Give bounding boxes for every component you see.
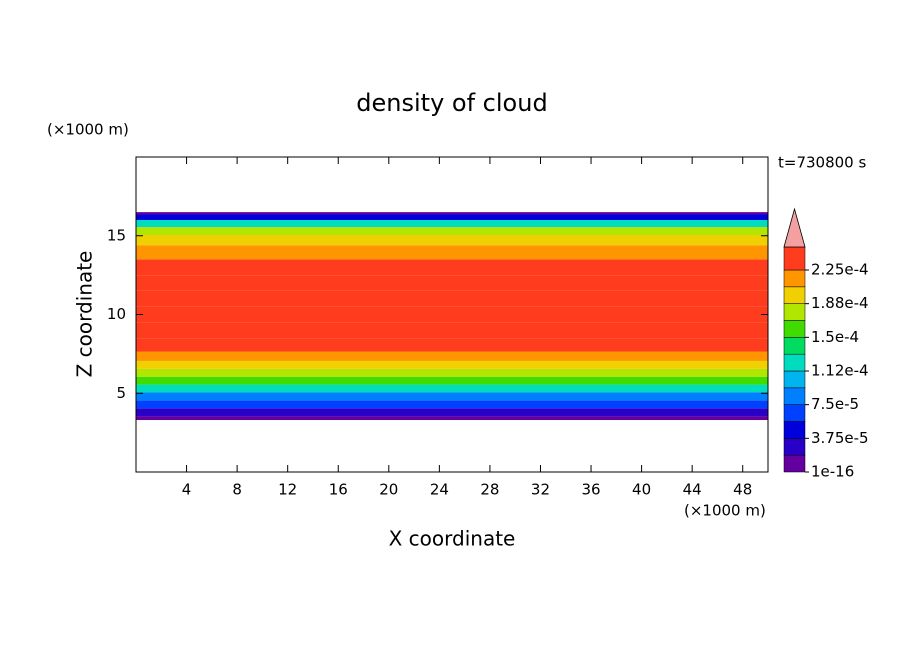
density-band — [136, 408, 768, 417]
density-band — [136, 234, 768, 246]
density-band — [136, 338, 768, 352]
colorbar-swatch — [783, 269, 806, 288]
density-band — [136, 290, 768, 307]
x-tick-label: 20 — [379, 481, 398, 499]
density-band — [136, 400, 768, 409]
colorbar-swatch — [783, 320, 806, 338]
colorbar-label: 1.88e-4 — [811, 294, 869, 312]
colorbar-swatch — [783, 454, 806, 473]
chart-title: density of cloud — [356, 89, 547, 117]
x-tick-label: 36 — [581, 481, 600, 499]
colorbar-swatch — [783, 286, 806, 304]
density-band — [136, 360, 768, 369]
y-tick-label: 15 — [107, 226, 126, 244]
x-tick-label: 4 — [182, 481, 192, 499]
x-tick-label: 28 — [480, 481, 499, 499]
colorbar-label: 1.12e-4 — [811, 362, 869, 380]
y-unit: (×1000 m) — [47, 121, 129, 139]
colorbar-swatch — [783, 303, 806, 321]
colorbar-label: 3.75e-5 — [811, 429, 869, 447]
colorbar-swatch — [783, 404, 806, 422]
colorbar-extend — [783, 207, 806, 248]
field — [136, 212, 768, 421]
x-tick-label: 16 — [329, 481, 348, 499]
density-band — [136, 227, 768, 235]
density-band — [136, 275, 768, 291]
density-band — [136, 384, 768, 393]
x-unit: (×1000 m) — [684, 502, 766, 520]
colorbar-swatch — [783, 387, 806, 405]
x-tick-label: 48 — [733, 481, 752, 499]
x-tick-label: 24 — [430, 481, 449, 499]
colorbar-label: 1e-16 — [811, 463, 854, 481]
x-tick-label: 8 — [232, 481, 242, 499]
density-band — [136, 392, 768, 401]
x-tick-label: 12 — [278, 481, 297, 499]
y-axis-title: Z coordinate — [73, 251, 97, 378]
x-tick-label: 40 — [632, 481, 651, 499]
density-band — [136, 416, 768, 421]
time-label: t=730800 s — [778, 154, 866, 172]
y-tick-label: 10 — [107, 305, 126, 323]
colorbar-label: 1.5e-4 — [811, 328, 859, 346]
colorbar-swatch — [783, 246, 806, 271]
density-band — [136, 376, 768, 385]
density-band — [136, 259, 768, 276]
colorbar-swatch — [783, 337, 806, 355]
y-tick-label: 5 — [116, 384, 126, 402]
x-tick-label: 32 — [531, 481, 550, 499]
density-band — [136, 212, 768, 215]
x-tick-label: 44 — [683, 481, 702, 499]
colorbar-swatch — [783, 438, 806, 456]
density-band — [136, 322, 768, 339]
colorbar-swatch — [783, 353, 806, 372]
density-band — [136, 368, 768, 377]
x-axis-title: X coordinate — [389, 527, 516, 551]
density-band — [136, 214, 768, 220]
density-band — [136, 245, 768, 260]
colorbar-label: 7.5e-5 — [811, 395, 859, 413]
density-band — [136, 220, 768, 228]
colorbar-label: 2.25e-4 — [811, 261, 869, 279]
density-band — [136, 351, 768, 361]
colorbar-swatch — [783, 421, 806, 439]
density-band — [136, 306, 768, 323]
colorbar-swatch — [783, 370, 806, 389]
